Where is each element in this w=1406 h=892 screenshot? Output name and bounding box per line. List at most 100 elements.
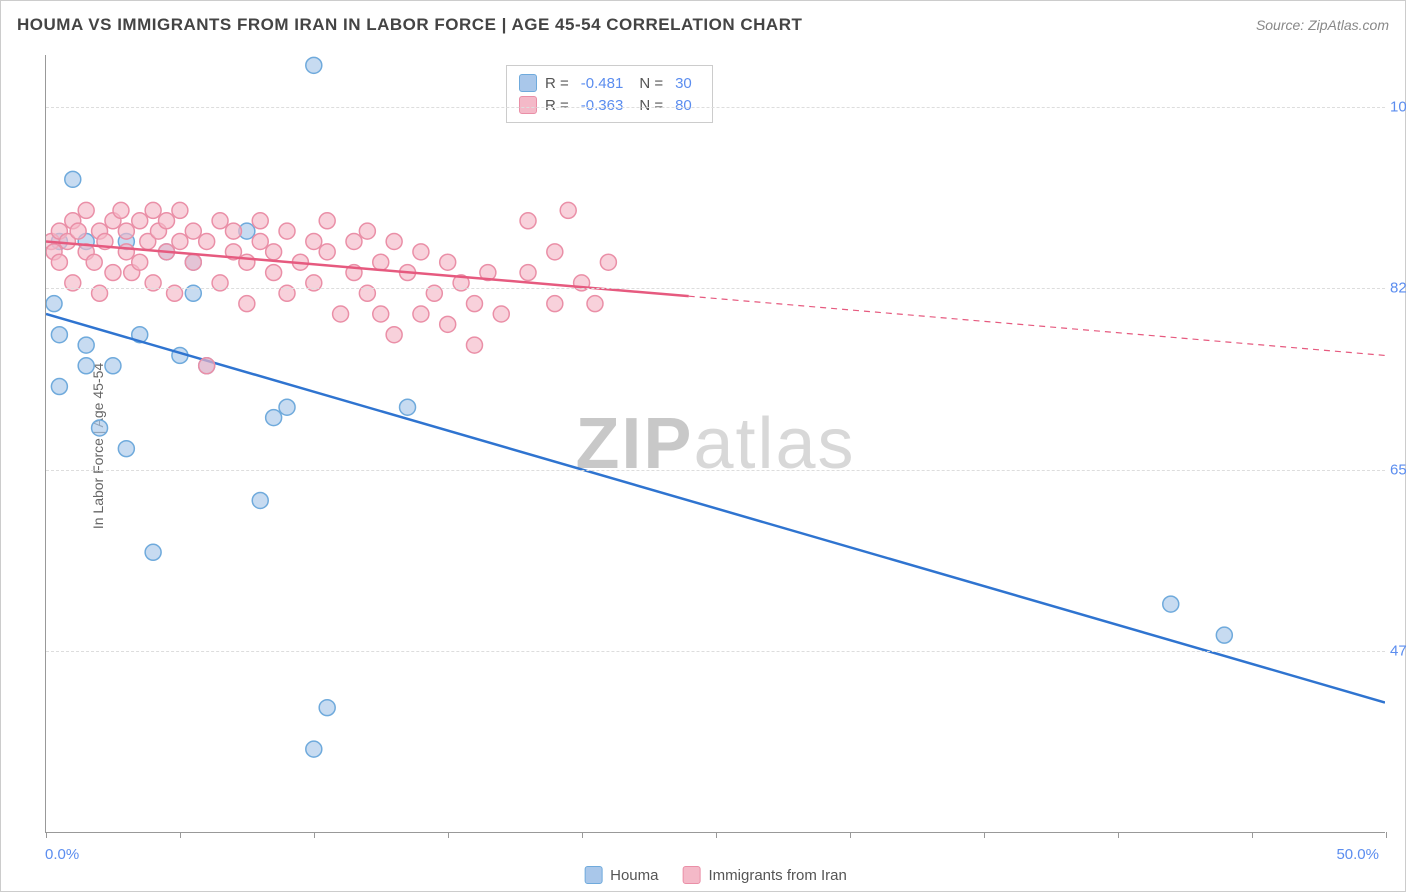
x-tick bbox=[448, 832, 449, 838]
legend-label: Houma bbox=[610, 867, 658, 884]
data-point bbox=[185, 223, 201, 239]
x-tick bbox=[1118, 832, 1119, 838]
data-point bbox=[199, 233, 215, 249]
data-point bbox=[185, 254, 201, 270]
data-point bbox=[145, 544, 161, 560]
data-point bbox=[373, 254, 389, 270]
x-tick bbox=[46, 832, 47, 838]
data-point bbox=[319, 213, 335, 229]
data-point bbox=[118, 244, 134, 260]
data-point bbox=[172, 233, 188, 249]
data-point bbox=[132, 213, 148, 229]
data-point bbox=[520, 213, 536, 229]
data-point bbox=[70, 223, 86, 239]
data-point bbox=[386, 233, 402, 249]
data-point bbox=[373, 306, 389, 322]
data-point bbox=[266, 244, 282, 260]
y-tick-label: 82.5% bbox=[1390, 280, 1406, 297]
data-point bbox=[118, 223, 134, 239]
data-point bbox=[319, 700, 335, 716]
data-point bbox=[239, 254, 255, 270]
source-attribution: Source: ZipAtlas.com bbox=[1256, 17, 1389, 33]
legend-swatch bbox=[519, 74, 537, 92]
data-point bbox=[145, 202, 161, 218]
legend-n-value: 80 bbox=[675, 97, 692, 114]
gridline bbox=[46, 651, 1385, 652]
y-tick-label: 65.0% bbox=[1390, 461, 1406, 478]
gridline bbox=[46, 288, 1385, 289]
plot-svg bbox=[46, 55, 1385, 832]
legend-series: Houma Immigrants from Iran bbox=[584, 866, 847, 884]
x-tick bbox=[180, 832, 181, 838]
data-point bbox=[105, 358, 121, 374]
data-point bbox=[279, 223, 295, 239]
legend-n-label: N = bbox=[639, 75, 663, 92]
data-point bbox=[279, 399, 295, 415]
data-point bbox=[413, 244, 429, 260]
data-point bbox=[252, 213, 268, 229]
legend-row: R =-0.481N =30 bbox=[519, 72, 700, 94]
regression-line bbox=[46, 314, 1385, 703]
legend-r-value: -0.481 bbox=[581, 75, 624, 92]
data-point bbox=[600, 254, 616, 270]
data-point bbox=[440, 316, 456, 332]
data-point bbox=[159, 213, 175, 229]
data-point bbox=[92, 420, 108, 436]
data-point bbox=[466, 296, 482, 312]
x-tick bbox=[1386, 832, 1387, 838]
data-point bbox=[306, 57, 322, 73]
data-point bbox=[252, 492, 268, 508]
data-point bbox=[78, 337, 94, 353]
data-point bbox=[1163, 596, 1179, 612]
data-point bbox=[132, 254, 148, 270]
data-point bbox=[86, 254, 102, 270]
data-point bbox=[547, 244, 563, 260]
data-point bbox=[493, 306, 509, 322]
data-point bbox=[113, 202, 129, 218]
data-point bbox=[306, 741, 322, 757]
data-point bbox=[172, 202, 188, 218]
gridline bbox=[46, 470, 1385, 471]
data-point bbox=[400, 399, 416, 415]
legend-swatch bbox=[682, 866, 700, 884]
x-tick bbox=[716, 832, 717, 838]
legend-swatch bbox=[584, 866, 602, 884]
data-point bbox=[78, 202, 94, 218]
data-point bbox=[587, 296, 603, 312]
data-point bbox=[239, 296, 255, 312]
data-point bbox=[266, 265, 282, 281]
legend-swatch bbox=[519, 96, 537, 114]
data-point bbox=[547, 296, 563, 312]
data-point bbox=[225, 223, 241, 239]
x-axis-min-label: 0.0% bbox=[45, 846, 79, 863]
chart-title: HOUMA VS IMMIGRANTS FROM IRAN IN LABOR F… bbox=[17, 15, 802, 35]
legend-item: Immigrants from Iran bbox=[682, 866, 846, 884]
data-point bbox=[466, 337, 482, 353]
legend-label: Immigrants from Iran bbox=[708, 867, 846, 884]
data-point bbox=[359, 223, 375, 239]
x-tick bbox=[1252, 832, 1253, 838]
legend-item: Houma bbox=[584, 866, 658, 884]
data-point bbox=[1216, 627, 1232, 643]
x-axis-max-label: 50.0% bbox=[1336, 846, 1379, 863]
x-tick bbox=[984, 832, 985, 838]
data-point bbox=[346, 233, 362, 249]
y-tick-label: 100.0% bbox=[1390, 98, 1406, 115]
regression-line-extrapolated bbox=[689, 296, 1385, 355]
data-point bbox=[520, 265, 536, 281]
x-tick bbox=[850, 832, 851, 838]
data-point bbox=[51, 327, 67, 343]
data-point bbox=[212, 213, 228, 229]
data-point bbox=[266, 410, 282, 426]
data-point bbox=[65, 171, 81, 187]
data-point bbox=[319, 244, 335, 260]
data-point bbox=[105, 265, 121, 281]
data-point bbox=[306, 233, 322, 249]
legend-row: R =-0.363N =80 bbox=[519, 94, 700, 116]
data-point bbox=[46, 296, 62, 312]
data-point bbox=[440, 254, 456, 270]
gridline bbox=[46, 107, 1385, 108]
legend-n-value: 30 bbox=[675, 75, 692, 92]
plot-area: ZIPatlas R =-0.481N =30R =-0.363N =80 Ho… bbox=[45, 55, 1385, 833]
x-tick bbox=[582, 832, 583, 838]
